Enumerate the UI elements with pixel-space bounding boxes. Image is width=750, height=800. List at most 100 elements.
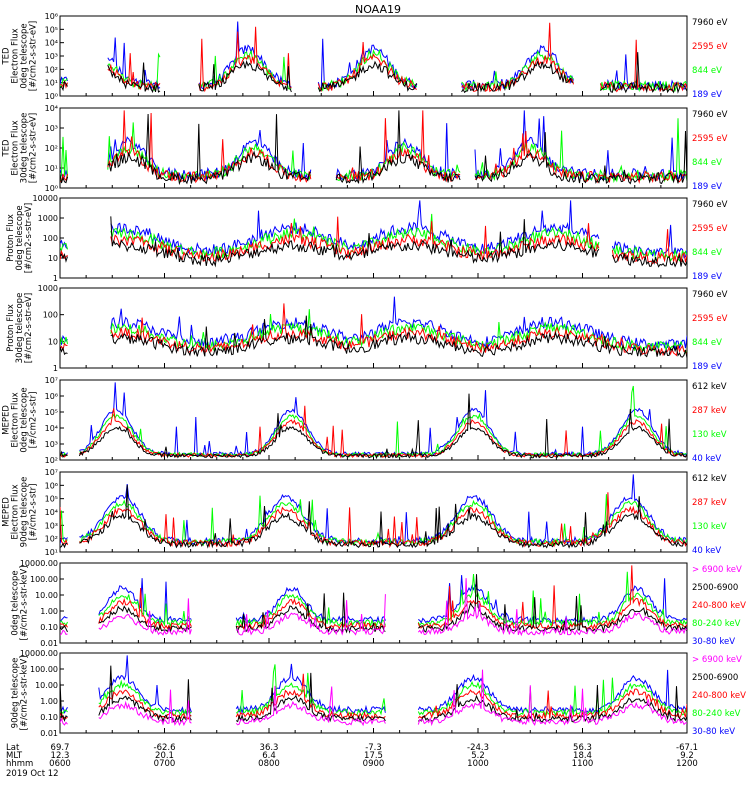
series-ted-p30-3 <box>60 315 687 359</box>
y-axis-label: 90deg telescope <box>20 477 30 548</box>
y-tick-label: 10⁷ <box>45 376 58 385</box>
legend-entry: 189 eV <box>692 182 722 192</box>
footer-value: 20.1 <box>155 751 174 761</box>
legend-entry: 189 eV <box>692 90 722 100</box>
y-axis-label: MEPED <box>2 497 12 527</box>
legend-entry: 30-80 keV <box>692 727 735 737</box>
legend-entry: 7960 eV <box>692 18 728 28</box>
legend-entry: > 6900 keV <box>692 655 742 665</box>
y-axis-label: [#/cm2-s-str-eV] <box>24 203 34 273</box>
panel-6: 10⁷ 10⁶ 10⁵ 10⁴ 10³ 10² 10¹ MEPED Electron Flux 9… <box>2 468 727 557</box>
series-ted-e-2 <box>60 22 687 93</box>
series-group <box>60 21 687 94</box>
series-meped-e90-2 <box>60 492 687 549</box>
y-tick-label: 10² <box>45 535 58 544</box>
y-axis-label: Electron Flux <box>11 392 21 447</box>
y-axis-label: 30deg telescope <box>15 293 25 364</box>
legend-entry: 844 eV <box>692 338 722 348</box>
footer-value: 1000 <box>467 759 489 769</box>
legend-entry: 2500-6900 <box>692 673 738 683</box>
footer-value: -67.1 <box>676 743 698 753</box>
legend-entry: 80-240 keV <box>692 619 741 629</box>
series-group <box>60 655 687 727</box>
series-ted-e-3 <box>60 52 687 94</box>
y-axis-label: 0deg telescope <box>15 205 25 270</box>
y-tick-label: 0.01 <box>40 729 58 738</box>
y-tick-label: 10¹ <box>45 79 58 88</box>
footer-row-label: MLT <box>6 751 23 761</box>
y-tick-label: 1000 <box>38 214 58 223</box>
panel-2: 10⁴ 10³ 10² 10¹ 10⁰ TED Electron Flux 30deg tel… <box>2 104 728 193</box>
y-tick-label: 100 <box>43 234 58 243</box>
series-meped-e90-3 <box>60 484 687 549</box>
y-tick-label: 10² <box>45 456 58 465</box>
series-meped-e90-1 <box>60 494 687 547</box>
y-tick-label: 1.00 <box>40 607 58 616</box>
series-meped-ec0-0 <box>60 575 687 625</box>
legend-entry: 2595 eV <box>692 134 728 144</box>
y-axis-label: 0deg telescope <box>20 23 30 88</box>
legend-entry: 130 keV <box>692 522 727 532</box>
y-tick-label: 100 <box>43 311 58 320</box>
series-meped-e0-0 <box>60 382 687 458</box>
y-axis-label: [#/cm2-s-str-eV] <box>24 293 34 363</box>
footer-value: 1100 <box>572 759 594 769</box>
series-ted-e30-2 <box>60 110 687 184</box>
footer-value: 12.3 <box>51 751 70 761</box>
footer-value: -7.3 <box>365 743 382 753</box>
y-tick-label: 10.00 <box>35 681 58 690</box>
panel-8: 10000.00 100.00 10.00 1.00 0.10 0.01 90deg tel… <box>11 649 747 738</box>
y-tick-label: 10000.00 <box>20 649 58 658</box>
footer-value: 0700 <box>154 759 176 769</box>
y-tick-label: 10⁵ <box>45 495 58 504</box>
series-ted-p30-1 <box>60 309 687 354</box>
series-group <box>60 565 687 637</box>
y-tick-label: 10 <box>48 337 58 346</box>
footer-value: 36.3 <box>260 743 279 753</box>
series-ted-e-1 <box>60 48 687 93</box>
y-axis-label: Electron Flux <box>11 28 21 83</box>
series-meped-ec0-1 <box>60 571 687 628</box>
y-axis-label: [#/cm2-s-str-keV] <box>20 566 30 641</box>
legend-entry: 80-240 keV <box>692 709 741 719</box>
y-axis-label: TED <box>2 47 12 66</box>
y-tick-label: 10⁴ <box>45 424 58 433</box>
footer-value: 6.4 <box>262 751 276 761</box>
legend-entry: 2500-6900 <box>692 583 738 593</box>
legend-entry: 2595 eV <box>692 42 728 52</box>
series-ted-p-3 <box>60 216 687 268</box>
footer-value: 9.2 <box>680 751 694 761</box>
y-tick-label: 10⁶ <box>45 392 58 401</box>
y-tick-label: 100.00 <box>30 665 58 674</box>
y-axis-label: Proton Flux <box>6 214 16 262</box>
footer-value: 17.5 <box>364 751 383 761</box>
series-meped-ec90-0 <box>60 655 687 715</box>
y-tick-label: 10⁵ <box>45 408 58 417</box>
y-tick-label: 10⁶ <box>45 12 58 21</box>
y-tick-label: 10000.00 <box>20 559 58 568</box>
legend-entry: 40 keV <box>692 454 721 464</box>
y-axis-label: Electron Flux <box>11 484 21 539</box>
legend-entry: 130 keV <box>692 430 727 440</box>
y-tick-label: 10² <box>45 144 58 153</box>
y-axis-label: Electron Flux <box>11 120 21 175</box>
y-tick-label: 10¹ <box>45 164 58 173</box>
panel-frame <box>59 287 688 369</box>
y-tick-label: 10³ <box>45 521 58 530</box>
y-axis-label: 30deg telescope <box>20 113 30 184</box>
legend-entry: 287 keV <box>692 498 727 508</box>
series-group <box>60 474 687 549</box>
y-tick-label: 100.00 <box>30 575 58 584</box>
legend-entry: > 6900 keV <box>692 565 742 575</box>
y-tick-label: 10³ <box>45 124 58 133</box>
y-tick-label: 10.00 <box>35 591 58 600</box>
y-tick-label: 10⁵ <box>45 25 58 34</box>
legend-entry: 612 keV <box>692 474 727 484</box>
y-tick-label: 10⁰ <box>45 92 58 101</box>
legend-entry: 844 eV <box>692 158 722 168</box>
y-tick-label: 10² <box>45 65 58 74</box>
y-tick-label: 10000 <box>33 194 58 203</box>
footer-row-label: hhmm <box>6 759 33 769</box>
footer-value: -62.6 <box>154 743 176 753</box>
y-tick-label: 10⁰ <box>45 184 58 193</box>
